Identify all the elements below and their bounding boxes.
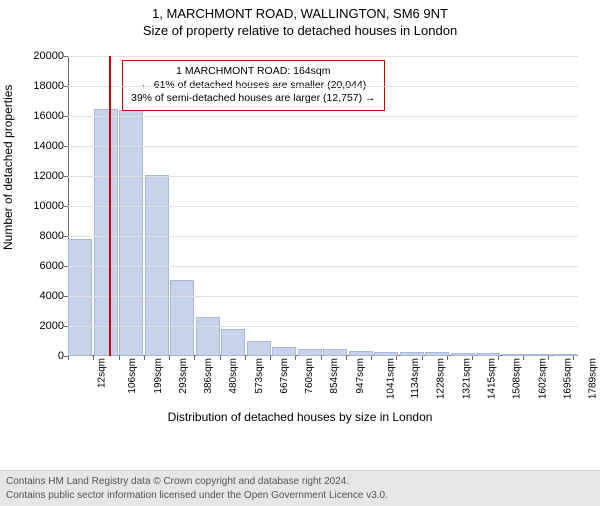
y-tick-label: 16000 [28, 110, 64, 122]
histogram-bar [400, 352, 424, 356]
reference-line [109, 56, 111, 356]
x-tick-label: 1415sqm [487, 358, 498, 399]
footer: Contains HM Land Registry data © Crown c… [0, 470, 600, 506]
histogram-bar [247, 341, 271, 356]
x-tick-label: 1134sqm [410, 358, 421, 398]
x-tick-label: 480sqm [228, 358, 239, 394]
annotation-line-3: 39% of semi-detached houses are larger (… [131, 92, 376, 106]
gridline [68, 266, 578, 267]
y-tick [64, 146, 68, 147]
x-tick [422, 356, 423, 360]
histogram-bar [170, 280, 194, 357]
x-tick [119, 356, 120, 360]
gridline [68, 326, 578, 327]
x-tick-label: 1228sqm [436, 358, 447, 399]
y-tick-label: 18000 [28, 80, 64, 92]
y-tick-label: 14000 [28, 140, 64, 152]
y-tick [64, 326, 68, 327]
x-tick-label: 293sqm [178, 358, 189, 394]
x-tick [245, 356, 246, 360]
y-tick [64, 56, 68, 57]
y-tick-label: 20000 [28, 50, 64, 62]
x-tick-label: 1695sqm [562, 358, 573, 399]
y-tick-label: 10000 [28, 200, 64, 212]
x-tick [346, 356, 347, 360]
x-tick-label: 386sqm [203, 358, 214, 394]
x-tick-label: 1508sqm [512, 358, 523, 399]
x-tick [194, 356, 195, 360]
x-tick-label: 199sqm [153, 358, 164, 394]
histogram-bar [349, 351, 373, 356]
gridline [68, 146, 578, 147]
page-title: 1, MARCHMONT ROAD, WALLINGTON, SM6 9NT [0, 6, 600, 21]
y-tick-label: 4000 [28, 290, 64, 302]
chart-container: Number of detached properties 1 MARCHMON… [0, 50, 600, 430]
y-tick [64, 116, 68, 117]
y-tick [64, 206, 68, 207]
x-tick-label: 1789sqm [588, 358, 599, 399]
x-axis-label: Distribution of detached houses by size … [0, 410, 600, 424]
gridline [68, 296, 578, 297]
x-tick [447, 356, 448, 360]
y-tick [64, 236, 68, 237]
x-tick [523, 356, 524, 360]
x-tick-label: 667sqm [279, 358, 290, 394]
histogram-bar [425, 352, 449, 356]
gridline [68, 236, 578, 237]
y-tick-label: 12000 [28, 170, 64, 182]
y-tick [64, 86, 68, 87]
histogram-bar [196, 317, 220, 356]
annotation-line-1: 1 MARCHMONT ROAD: 164sqm [131, 65, 376, 79]
histogram-bar [298, 349, 322, 357]
gridline [68, 206, 578, 207]
x-tick-label: 760sqm [304, 358, 315, 394]
x-tick [321, 356, 322, 360]
gridline [68, 86, 578, 87]
x-tick [220, 356, 221, 360]
x-tick [169, 356, 170, 360]
y-axis-label: Number of detached properties [1, 230, 15, 250]
histogram-bar [374, 352, 398, 356]
x-tick [144, 356, 145, 360]
x-tick [270, 356, 271, 360]
histogram-bar [221, 329, 245, 356]
histogram-bar [272, 347, 296, 356]
x-tick-label: 1602sqm [537, 358, 548, 399]
x-tick-label: 573sqm [254, 358, 265, 394]
histogram-bar [323, 349, 347, 356]
y-tick-label: 6000 [28, 260, 64, 272]
x-tick [498, 356, 499, 360]
x-tick-label: 947sqm [355, 358, 366, 394]
y-tick [64, 266, 68, 267]
x-tick [371, 356, 372, 360]
y-tick-label: 8000 [28, 230, 64, 242]
y-tick-label: 2000 [28, 320, 64, 332]
histogram-bar [68, 239, 92, 356]
x-tick [295, 356, 296, 360]
gridline [68, 116, 578, 117]
gridline [68, 176, 578, 177]
y-tick [64, 296, 68, 297]
x-tick-label: 1041sqm [386, 358, 397, 399]
y-tick-label: 0 [28, 350, 64, 362]
x-tick [68, 356, 69, 360]
x-tick-label: 854sqm [330, 358, 341, 394]
gridline [68, 56, 578, 57]
y-tick [64, 176, 68, 177]
page-subtitle: Size of property relative to detached ho… [0, 23, 600, 38]
x-tick-label: 1321sqm [461, 358, 472, 399]
plot-area: 1 MARCHMONT ROAD: 164sqm ← 61% of detach… [68, 56, 578, 356]
x-tick-label: 12sqm [97, 358, 108, 388]
footer-line-1: Contains HM Land Registry data © Crown c… [6, 475, 594, 489]
x-tick-label: 106sqm [127, 358, 138, 394]
x-tick [93, 356, 94, 360]
